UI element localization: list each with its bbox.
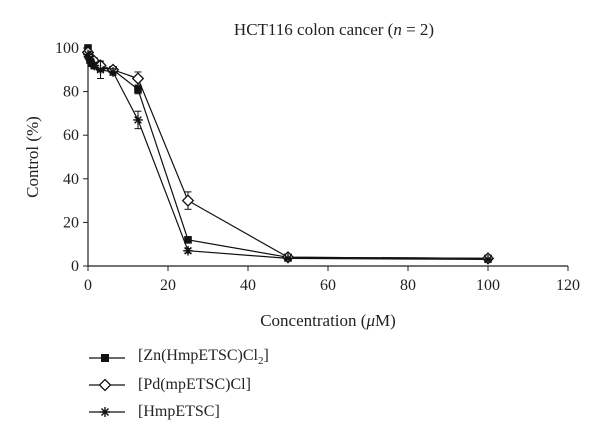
data-point (98, 378, 112, 391)
x-tick-label: 40 (240, 277, 256, 294)
asterisk-stroke (96, 65, 105, 74)
y-tick-label: 100 (55, 40, 79, 57)
data-point (95, 65, 106, 75)
y-tick-label: 40 (63, 171, 79, 188)
asterisk-stroke (101, 407, 109, 416)
data-point (100, 406, 110, 417)
series-line (87, 47, 489, 259)
asterisk-stroke (134, 116, 142, 124)
series-line (87, 52, 489, 259)
chart-canvas: HCT116 colon cancer (n = 2) Concentratio… (23, 20, 580, 330)
x-tick-label: 100 (476, 277, 500, 294)
data-point (134, 85, 142, 94)
x-axis-label: Concentration (μM) (260, 311, 396, 330)
legend-label: [HmpETSC] (138, 402, 220, 420)
y-tick-label: 0 (71, 258, 79, 275)
series-2 (81, 46, 495, 265)
series-1 (84, 44, 492, 263)
asterisk-stroke (484, 255, 492, 264)
asterisk-stroke (90, 61, 99, 70)
x-tick-label: 0 (84, 277, 92, 294)
legend: [Zn(HmpETSC)Cl2] [Pd(mpETSC)Cl] [HmpETSC] (88, 344, 269, 425)
asterisk-stroke (84, 50, 92, 59)
data-point (181, 194, 195, 207)
data-point (283, 253, 293, 264)
legend-label: [Zn(HmpETSC)Cl2] (138, 347, 269, 368)
x-tick-label: 20 (160, 277, 176, 294)
x-tick-label: 120 (556, 277, 580, 294)
legend-swatch (89, 353, 125, 362)
asterisk-stroke (85, 55, 94, 63)
x-tick-label: 60 (320, 277, 336, 294)
legend-swatch (89, 378, 125, 391)
asterisk-stroke (284, 254, 292, 263)
data-point (184, 236, 192, 244)
data-point (89, 60, 100, 71)
data-point (101, 353, 109, 362)
asterisk-stroke (109, 68, 117, 76)
series-3 (83, 49, 493, 265)
y-axis-label: Control (%) (23, 116, 42, 198)
data-point (183, 245, 193, 256)
legend-item: [Zn(HmpETSC)Cl2] (88, 344, 269, 371)
chart-title: HCT116 colon cancer (n = 2) (234, 20, 434, 39)
series-layer (81, 44, 495, 265)
legend-label: [Pd(mpETSC)Cl] (138, 375, 251, 393)
x-tick-label: 80 (400, 277, 416, 294)
legend-item: [Pd(mpETSC)Cl] (88, 371, 269, 398)
y-tick-label: 20 (63, 214, 79, 231)
axes: 0 20 40 60 80 100 0 20 40 60 80 100 120 (55, 40, 580, 294)
data-point (131, 72, 145, 85)
legend-item: [HmpETSC] (88, 398, 269, 425)
asterisk-stroke (184, 246, 192, 255)
y-tick-label: 80 (63, 84, 79, 101)
legend-swatch (89, 406, 125, 417)
data-point (108, 67, 118, 77)
data-point (483, 254, 493, 265)
y-tick-label: 60 (63, 127, 79, 144)
data-point (133, 115, 143, 125)
series-line (87, 54, 489, 261)
